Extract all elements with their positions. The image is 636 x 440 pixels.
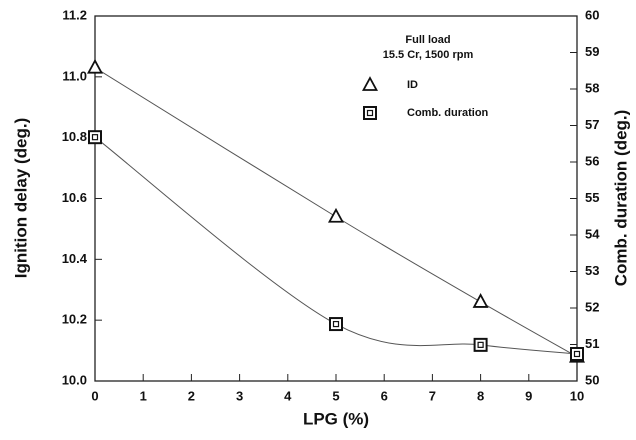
x-tick-label: 0 xyxy=(91,388,98,403)
x-tick-label: 9 xyxy=(525,388,532,403)
y2-tick-label: 58 xyxy=(585,80,599,95)
y2-tick-label: 59 xyxy=(585,44,599,59)
y2-tick-label: 56 xyxy=(585,153,599,168)
marker-square xyxy=(88,130,102,145)
marker-square xyxy=(570,346,584,361)
y-tick-label: 11.2 xyxy=(62,7,87,22)
marker-square xyxy=(329,317,343,332)
annotation: Full load xyxy=(405,34,450,46)
series-line xyxy=(94,136,578,355)
x-tick-label: 6 xyxy=(381,388,388,403)
marker-square-inner xyxy=(573,350,581,358)
x-tick-label: 1 xyxy=(140,388,147,403)
y-axis-title: Ignition delay (deg.) xyxy=(11,118,30,279)
x-tick-label: 10 xyxy=(570,388,584,403)
x-tick-label: 4 xyxy=(284,388,292,403)
y2-tick-label: 52 xyxy=(585,299,599,314)
y2-tick-label: 50 xyxy=(585,372,599,387)
x-axis-title: LPG (%) xyxy=(303,409,369,428)
y-tick-label: 10.2 xyxy=(62,312,87,327)
marker-square-inner xyxy=(366,109,374,117)
y2-tick-label: 57 xyxy=(585,117,599,132)
legend-label: Comb. duration xyxy=(407,107,489,119)
series-line xyxy=(94,67,578,358)
marker-square-inner xyxy=(477,341,484,348)
x-tick-label: 5 xyxy=(332,388,339,403)
y-tick-label: 10.0 xyxy=(62,372,87,387)
y-tick-label: 10.8 xyxy=(62,129,87,144)
y-tick-label: 11.0 xyxy=(62,68,87,83)
marker-triangle xyxy=(361,76,379,91)
legend-label: ID xyxy=(407,79,418,91)
annotation: 15.5 Cr, 1500 rpm xyxy=(383,49,474,61)
marker-square-inner xyxy=(91,134,99,141)
x-tick-label: 3 xyxy=(236,388,243,403)
marker-square-inner xyxy=(332,320,340,328)
marker-square xyxy=(363,106,377,120)
marker-square xyxy=(473,337,488,352)
y2-tick-label: 54 xyxy=(585,226,600,241)
marker-triangle xyxy=(472,293,489,308)
x-tick-label: 8 xyxy=(477,388,484,403)
y-tick-label: 10.6 xyxy=(62,190,87,205)
x-tick-label: 2 xyxy=(188,388,195,403)
y-tick-label: 10.4 xyxy=(62,251,88,266)
y2-tick-label: 60 xyxy=(585,7,599,22)
marker-triangle xyxy=(86,58,104,74)
y2-tick-label: 53 xyxy=(585,263,599,278)
y2-tick-label: 55 xyxy=(585,190,599,205)
y2-tick-label: 51 xyxy=(585,336,599,351)
x-tick-label: 7 xyxy=(429,388,436,403)
marker-triangle xyxy=(327,207,345,223)
y2-axis-title: Comb. duration (deg.) xyxy=(611,110,630,287)
